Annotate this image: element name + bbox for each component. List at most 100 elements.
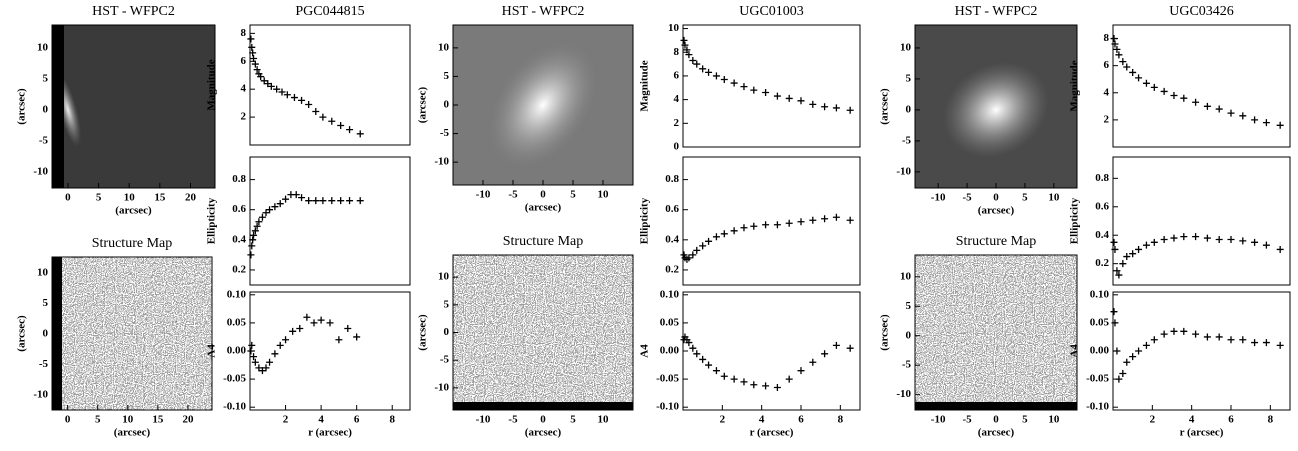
data-point — [680, 36, 688, 44]
data-point — [282, 195, 290, 203]
x-tick-label: 0 — [65, 414, 71, 426]
data-point — [685, 339, 693, 347]
data-point — [1150, 336, 1158, 344]
y-tick-label: 5 — [906, 300, 912, 312]
data-point — [705, 237, 713, 245]
y-axis-label: A4 — [639, 344, 651, 358]
data-point — [1227, 109, 1235, 117]
y-tick-label: 5 — [43, 72, 49, 84]
data-point — [785, 375, 793, 383]
y-tick-label: 0.2 — [232, 263, 246, 275]
y-axis-label: A4 — [1069, 344, 1081, 358]
data-point — [1142, 241, 1150, 249]
y-axis-label: (arcsec) — [417, 86, 429, 123]
data-point — [1180, 94, 1188, 102]
data-point — [255, 218, 263, 226]
data-point — [262, 364, 270, 372]
data-point — [1192, 330, 1200, 338]
x-tick-label: 0 — [540, 414, 546, 426]
data-point — [1150, 238, 1158, 246]
y-axis-label: (arcsec) — [879, 88, 891, 125]
data-point — [251, 227, 259, 235]
data-point — [699, 242, 707, 250]
y-axis-label: Ellipticity — [206, 197, 218, 244]
data-point — [267, 82, 275, 90]
y-tick-label: 0.6 — [1095, 200, 1109, 212]
x-axis-label: r (arcsec) — [1180, 427, 1224, 439]
structure-map — [453, 255, 633, 410]
data-point — [689, 251, 697, 259]
data-point — [258, 213, 266, 221]
data-point — [740, 224, 748, 232]
data-point — [1110, 308, 1118, 316]
data-point — [271, 203, 279, 211]
data-point — [319, 197, 327, 205]
data-point — [337, 121, 345, 129]
x-tick-label: 10 — [122, 414, 134, 426]
y-tick-label: 0.2 — [665, 263, 679, 275]
data-point — [1227, 235, 1235, 243]
y-tick-label: 0.6 — [665, 203, 679, 215]
data-point — [773, 221, 781, 229]
y-tick-label: 5 — [906, 72, 912, 84]
data-point — [303, 313, 311, 321]
data-point — [809, 216, 817, 224]
data-point — [712, 367, 720, 375]
data-point — [1170, 234, 1178, 242]
x-tick-label: 5 — [96, 192, 102, 204]
data-point — [730, 375, 738, 383]
data-point — [821, 215, 829, 223]
x-tick-label: 6 — [798, 414, 804, 426]
y-tick-label: -5 — [39, 134, 49, 146]
data-point — [328, 117, 336, 125]
y-axis-label: (arcsec) — [16, 315, 28, 352]
x-tick-label: 2 — [1150, 414, 1156, 426]
data-point — [1262, 241, 1270, 249]
y-tick-label: 0 — [43, 103, 49, 115]
data-point — [1170, 91, 1178, 99]
data-point — [282, 336, 290, 344]
x-tick-label: 10 — [124, 192, 136, 204]
axes-frame — [682, 24, 861, 148]
data-point — [1129, 353, 1137, 361]
y-tick-label: -10 — [896, 388, 911, 400]
data-point — [276, 341, 284, 349]
y-tick-label: -5 — [902, 359, 912, 371]
data-point — [1142, 341, 1150, 349]
data-point — [298, 96, 306, 104]
data-point — [1135, 74, 1143, 82]
x-tick-label: 10 — [598, 189, 610, 201]
galaxy — [488, 42, 598, 168]
data-point — [846, 216, 854, 224]
x-tick-label: 5 — [570, 414, 576, 426]
y-tick-label: 8 — [1104, 32, 1110, 44]
data-point — [740, 378, 748, 386]
y-axis-label: (arcsec) — [16, 88, 28, 125]
data-point — [1276, 341, 1284, 349]
data-point — [1160, 87, 1168, 95]
y-tick-label: 5 — [43, 297, 49, 309]
y-tick-label: 8 — [241, 27, 247, 39]
y-tick-label: 0.4 — [232, 233, 246, 245]
data-point — [264, 80, 272, 88]
x-tick-label: -5 — [508, 414, 518, 426]
data-point — [266, 358, 274, 366]
data-point — [750, 381, 758, 389]
panel: -10 -5 0 5 10 -10 -5 0 5 10 Structure Map (arcsec) (… — [417, 234, 634, 439]
data-point — [326, 319, 334, 327]
panel: -0.10 -0.05 0.00 0.05 0.10 2 4 6 8 r (arcsec) A4 — [1069, 288, 1291, 439]
data-point — [832, 213, 840, 221]
y-tick-label: 0.8 — [1095, 172, 1109, 184]
data-point — [310, 319, 318, 327]
y-axis-label: Ellipticity — [1069, 197, 1081, 244]
data-point — [260, 77, 268, 85]
data-point — [1123, 63, 1131, 71]
data-point — [785, 94, 793, 102]
chart-title: Structure Map — [956, 234, 1036, 249]
chart-title: HST - WFPC2 — [92, 4, 175, 19]
data-point — [346, 126, 354, 134]
x-tick-label: 5 — [570, 189, 576, 201]
chart-title: HST - WFPC2 — [955, 4, 1038, 19]
axes-frame — [249, 24, 411, 146]
